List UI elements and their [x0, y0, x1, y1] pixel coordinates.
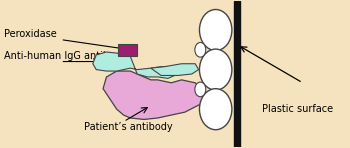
Bar	[118, 44, 137, 56]
Polygon shape	[151, 64, 198, 75]
Ellipse shape	[199, 49, 232, 90]
Text: Anti-human IgG antibody: Anti-human IgG antibody	[4, 51, 127, 61]
Ellipse shape	[199, 9, 232, 51]
Polygon shape	[103, 71, 205, 119]
Ellipse shape	[199, 89, 232, 130]
Ellipse shape	[195, 82, 206, 97]
Polygon shape	[93, 52, 178, 78]
Text: Peroxidase: Peroxidase	[4, 29, 57, 39]
Bar	[234, 1, 240, 147]
Text: Patient’s antibody: Patient’s antibody	[84, 122, 173, 132]
Ellipse shape	[195, 42, 206, 57]
Text: Plastic surface: Plastic surface	[262, 104, 333, 114]
